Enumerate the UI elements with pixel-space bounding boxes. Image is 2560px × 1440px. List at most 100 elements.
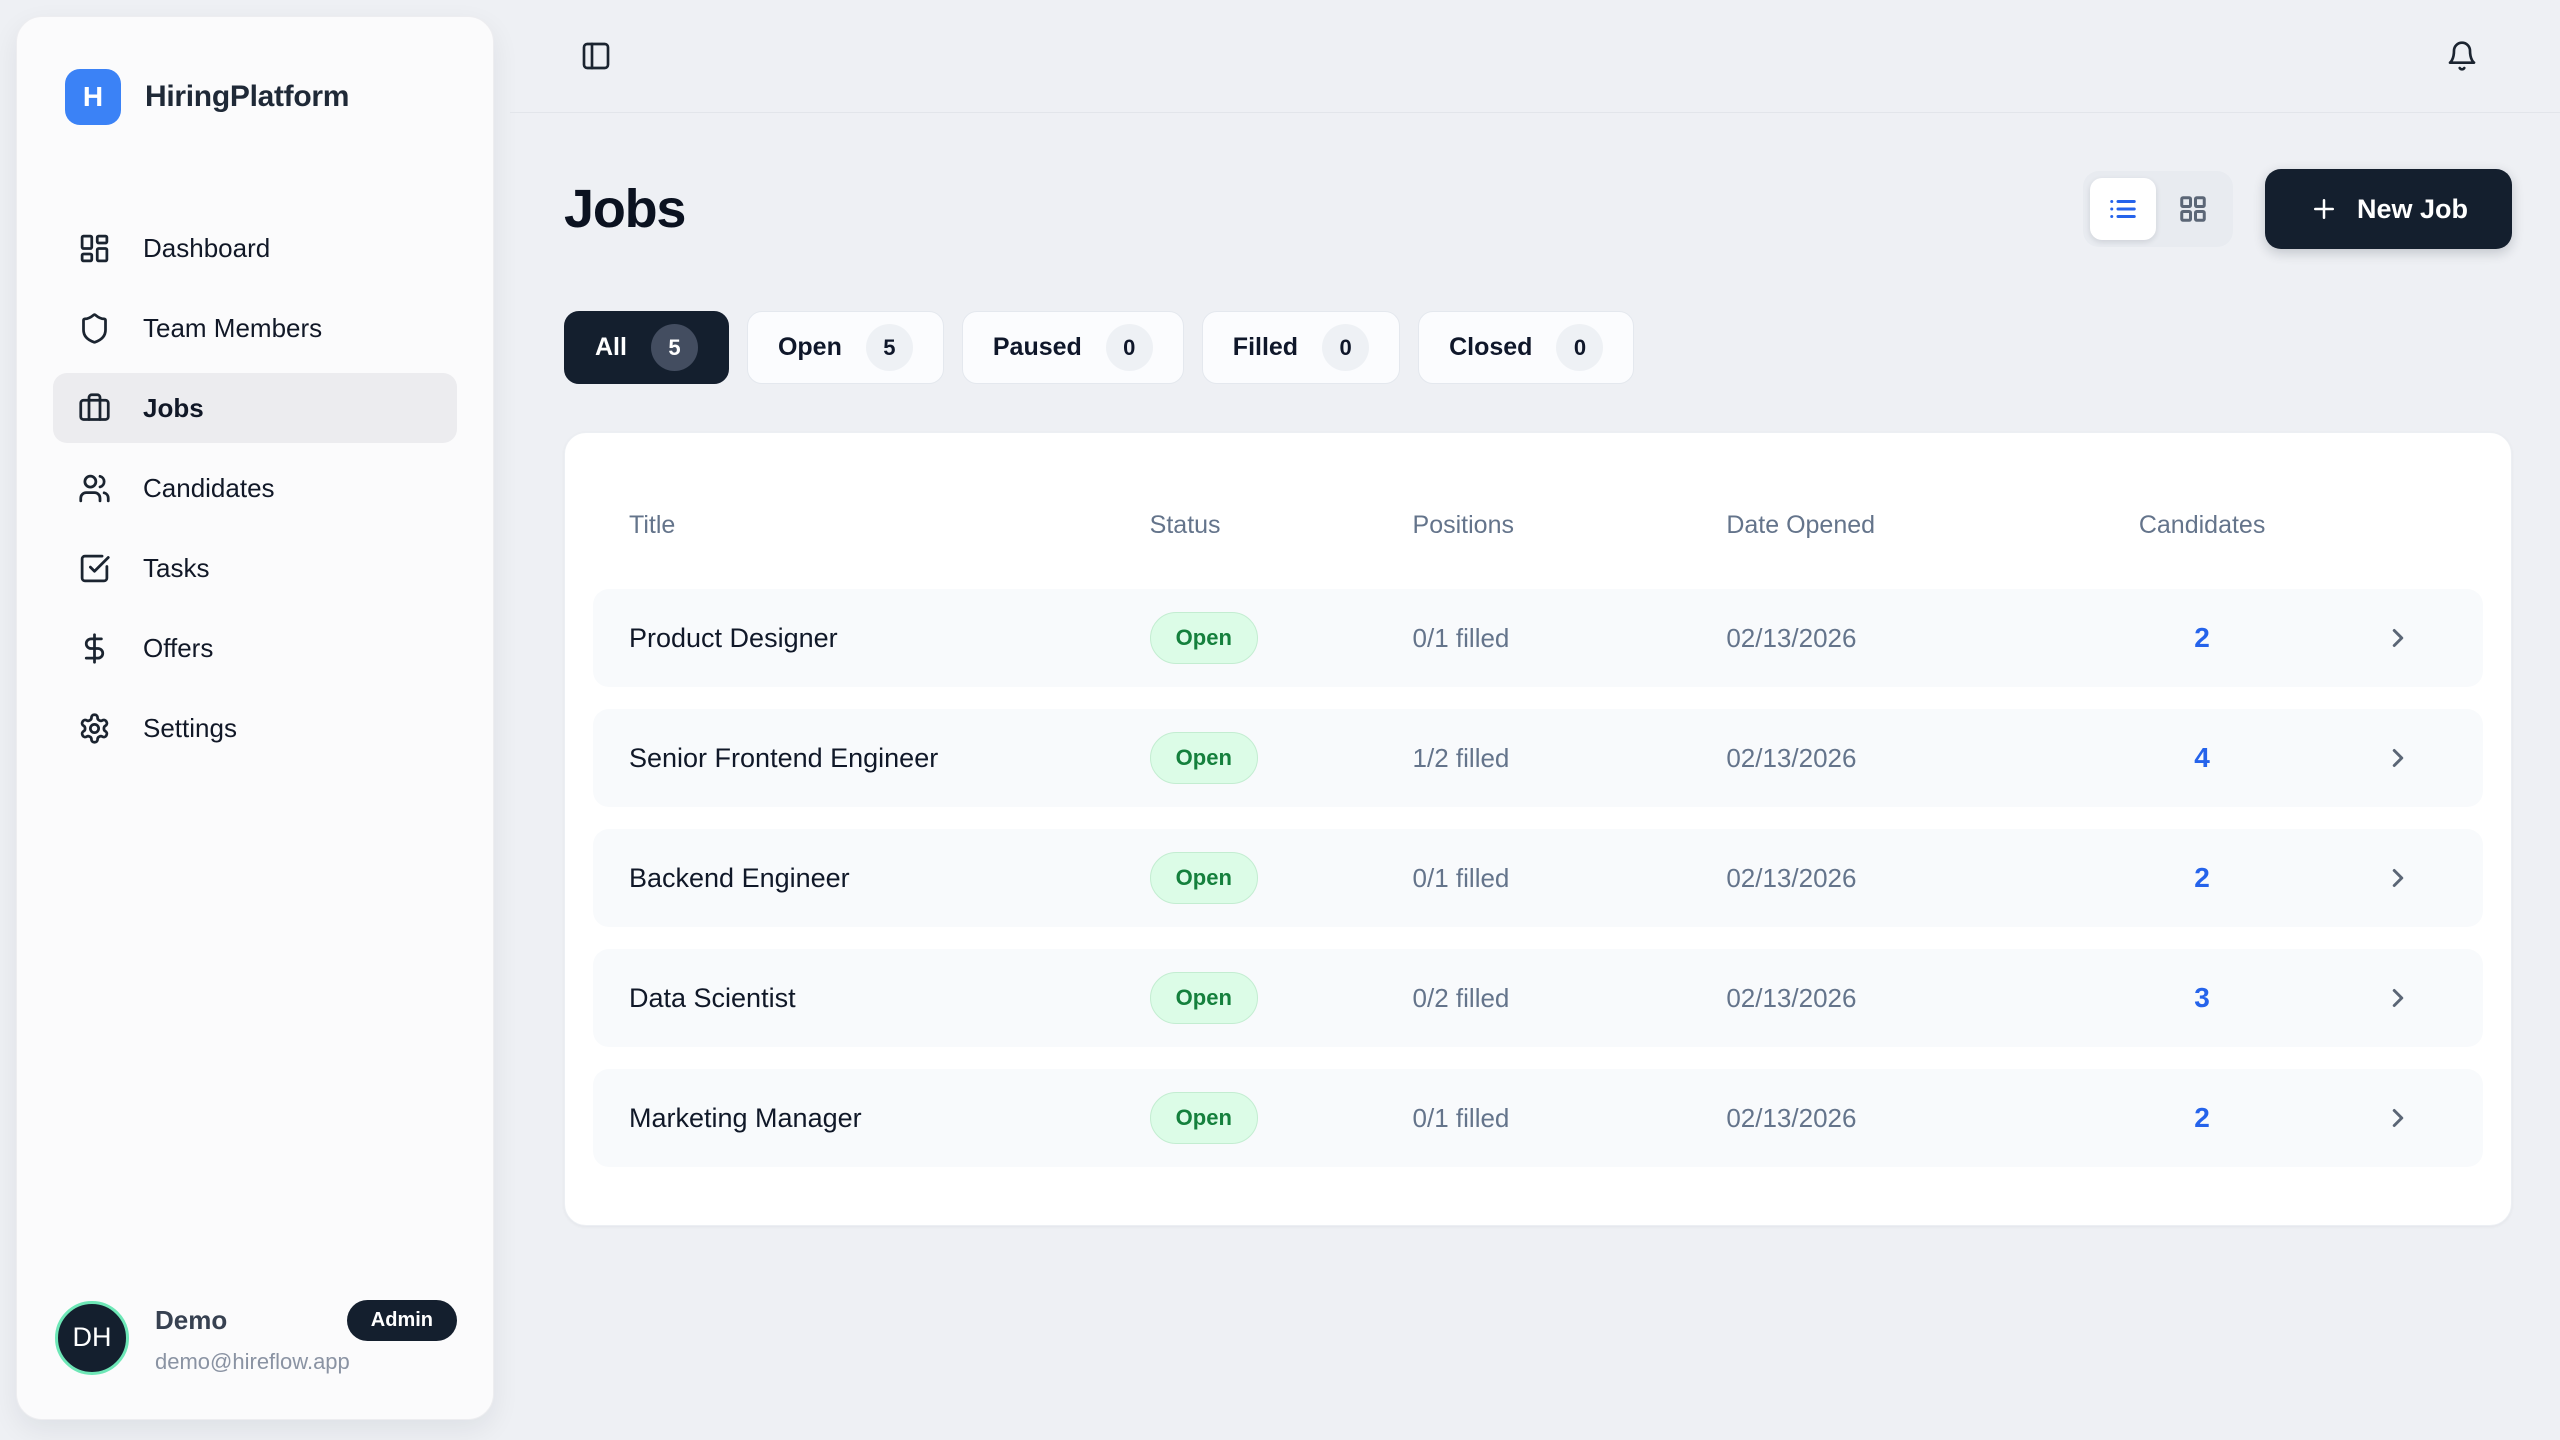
candidates-count: 3 <box>2194 982 2210 1013</box>
column-header-candidates: Candidates <box>2138 510 2266 539</box>
date-opened-cell: 02/13/2026 <box>1726 862 1857 893</box>
candidates-count: 2 <box>2194 622 2210 653</box>
sidebar-item-label: Settings <box>143 712 237 743</box>
view-toggle <box>2082 171 2233 247</box>
new-job-label: New Job <box>2356 193 2468 224</box>
sidebar-item-settings[interactable]: Settings <box>53 693 457 763</box>
brand: H HiringPlatform <box>53 69 457 125</box>
list-view-button[interactable] <box>2089 178 2156 240</box>
sidebar-item-label: Candidates <box>143 472 275 503</box>
date-opened-cell: 02/13/2026 <box>1726 982 1857 1013</box>
table-row[interactable]: Backend Engineer Open 0/1 filled 02/13/2026… <box>593 829 2483 927</box>
shield-icon <box>77 311 111 345</box>
table-row[interactable]: Senior Frontend Engineer Open 1/2 filled 02… <box>593 709 2483 807</box>
chevron-right-icon[interactable] <box>2383 743 2413 773</box>
date-opened-cell: 02/13/2026 <box>1726 622 1857 653</box>
date-opened-cell: 02/13/2026 <box>1726 742 1857 773</box>
filter-label: All <box>595 333 627 361</box>
filter-closed[interactable]: Closed 0 <box>1418 311 1635 384</box>
sidebar-item-label: Tasks <box>143 552 210 583</box>
job-title-cell: Senior Frontend Engineer <box>629 742 939 773</box>
users-icon <box>77 471 111 505</box>
sidebar-item-dashboard[interactable]: Dashboard <box>53 213 457 283</box>
brand-logo-letter: H <box>82 81 104 112</box>
job-title-cell: Data Scientist <box>629 982 796 1013</box>
chevron-right-icon[interactable] <box>2383 983 2413 1013</box>
job-title-cell: Marketing Manager <box>629 1102 862 1133</box>
list-icon <box>2108 194 2138 224</box>
chevron-right-icon[interactable] <box>2383 863 2413 893</box>
positions-cell: 0/2 filled <box>1412 982 1510 1013</box>
user-card[interactable]: DH Demo Admin demo@hireflow.app <box>53 1300 457 1375</box>
positions-cell: 0/1 filled <box>1412 622 1510 653</box>
status-badge: Open <box>1149 732 1258 784</box>
dollar-sign-icon <box>77 631 111 665</box>
table-row[interactable]: Data Scientist Open 0/2 filled 02/13/2026 3 <box>593 949 2483 1047</box>
column-header-date-opened: Date Opened <box>1726 510 1876 539</box>
filter-count-badge: 5 <box>650 324 698 371</box>
layout-dashboard-icon <box>77 231 111 265</box>
filter-paused[interactable]: Paused 0 <box>961 311 1184 384</box>
sidebar-item-offers[interactable]: Offers <box>53 613 457 683</box>
sidebar-item-label: Dashboard <box>143 232 271 263</box>
filter-count-badge: 0 <box>1105 324 1153 371</box>
filter-count-badge: 0 <box>1556 324 1604 371</box>
avatar: DH <box>55 1300 129 1375</box>
grid-view-button[interactable] <box>2160 178 2226 240</box>
briefcase-icon <box>77 391 111 425</box>
sidebar-nav: Dashboard Team Members Jobs Candidates Tasks… <box>53 213 457 763</box>
notifications-button[interactable] <box>2440 34 2484 78</box>
brand-name: HiringPlatform <box>145 80 350 113</box>
sidebar-item-tasks[interactable]: Tasks <box>53 533 457 603</box>
filter-label: Paused <box>992 333 1082 361</box>
date-opened-cell: 02/13/2026 <box>1726 1102 1857 1133</box>
layout-grid-icon <box>2178 194 2208 224</box>
plus-icon <box>2309 194 2339 224</box>
chevron-right-icon[interactable] <box>2383 623 2413 653</box>
filter-open[interactable]: Open 5 <box>746 311 944 384</box>
job-title-cell: Backend Engineer <box>629 862 850 893</box>
page-title: Jobs <box>564 179 686 239</box>
chevron-right-icon[interactable] <box>2383 1103 2413 1133</box>
avatar-initials: DH <box>72 1322 112 1352</box>
sidebar-item-candidates[interactable]: Candidates <box>53 453 457 523</box>
candidates-count: 2 <box>2194 1102 2210 1133</box>
sidebar-item-jobs[interactable]: Jobs <box>53 373 457 443</box>
table-row[interactable]: Marketing Manager Open 0/1 filled 02/13/202… <box>593 1069 2483 1167</box>
status-filters: All 5 Open 5 Paused 0 Filled 0 Closed 0 <box>564 311 2512 384</box>
status-badge: Open <box>1149 612 1258 664</box>
head-actions: New Job <box>2082 169 2512 249</box>
gear-icon <box>77 711 111 745</box>
role-badge: Admin <box>346 1300 457 1341</box>
bell-icon <box>2446 40 2478 72</box>
candidates-count: 2 <box>2194 862 2210 893</box>
filter-label: Open <box>777 333 842 361</box>
column-header-positions: Positions <box>1412 510 1514 539</box>
topbar <box>510 0 2560 113</box>
jobs-table: Title Status Positions Date Opened Candidate… <box>564 432 2512 1226</box>
sidebar-item-label: Offers <box>143 632 214 663</box>
status-badge: Open <box>1149 852 1258 904</box>
column-header-status: Status <box>1149 510 1221 539</box>
filter-all[interactable]: All 5 <box>564 311 729 384</box>
sidebar: H HiringPlatform Dashboard Team Members Jo… <box>16 16 494 1420</box>
sidebar-toggle-button[interactable] <box>574 34 618 78</box>
positions-cell: 1/2 filled <box>1412 742 1510 773</box>
sidebar-column: H HiringPlatform Dashboard Team Members Jo… <box>0 0 510 1440</box>
sidebar-item-team-members[interactable]: Team Members <box>53 293 457 363</box>
check-square-icon <box>77 551 111 585</box>
filter-label: Filled <box>1232 333 1299 361</box>
filter-filled[interactable]: Filled 0 <box>1201 311 1401 384</box>
positions-cell: 0/1 filled <box>1412 1102 1510 1133</box>
column-header-title: Title <box>629 510 676 539</box>
table-header-row: Title Status Positions Date Opened Candidate… <box>593 461 2483 589</box>
new-job-button[interactable]: New Job <box>2264 169 2512 249</box>
table-row[interactable]: Product Designer Open 0/1 filled 02/13/2026… <box>593 589 2483 687</box>
filter-label: Closed <box>1449 333 1533 361</box>
status-badge: Open <box>1149 972 1258 1024</box>
job-title-cell: Product Designer <box>629 622 838 653</box>
jobs-page: Jobs <box>510 113 2560 1226</box>
positions-cell: 0/1 filled <box>1412 862 1510 893</box>
candidates-count: 4 <box>2194 742 2210 773</box>
